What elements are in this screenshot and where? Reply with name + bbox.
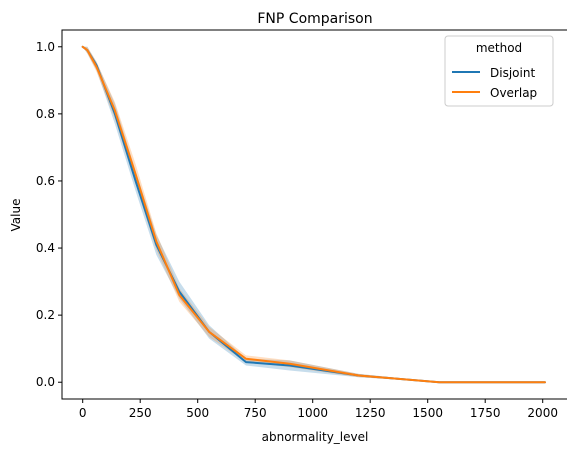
y-tick-label: 0.2 xyxy=(36,308,55,322)
legend-label-disjoint: Disjoint xyxy=(490,66,535,80)
y-tick-label: 0.8 xyxy=(36,107,55,121)
y-tick-label: 0.6 xyxy=(36,174,55,188)
y-axis-label: Value xyxy=(9,199,23,232)
plot-frame xyxy=(61,29,567,400)
x-tick-label: 750 xyxy=(244,406,267,420)
series-lines xyxy=(81,45,546,384)
chart-title: FNP Comparison xyxy=(257,11,372,27)
x-tick-label: 0 xyxy=(79,406,87,420)
series-line-overlap xyxy=(81,45,546,384)
legend-frame xyxy=(444,35,554,107)
x-tick-label: 1250 xyxy=(355,406,386,420)
x-tick-label: 1500 xyxy=(412,406,443,420)
y-tick-label: 1.0 xyxy=(36,40,55,54)
y-tick-label: 0.0 xyxy=(36,375,55,389)
x-tick-label: 250 xyxy=(129,406,152,420)
x-tick-label: 2000 xyxy=(527,406,558,420)
legend-label-overlap: Overlap xyxy=(490,86,537,100)
legend: method Disjoint Overlap xyxy=(444,35,554,107)
x-axis-label: abnormality_level xyxy=(262,430,369,444)
x-tick-label: 1000 xyxy=(297,406,328,420)
legend-title: method xyxy=(476,41,522,55)
x-axis-ticks: 0 250 500 750 1000 1250 1500 1750 2000 xyxy=(79,399,558,420)
y-axis-ticks: 0.0 0.2 0.4 0.6 0.8 1.0 xyxy=(36,40,62,389)
y-tick-label: 0.4 xyxy=(36,241,55,255)
x-tick-label: 1750 xyxy=(470,406,501,420)
x-tick-label: 500 xyxy=(186,406,209,420)
